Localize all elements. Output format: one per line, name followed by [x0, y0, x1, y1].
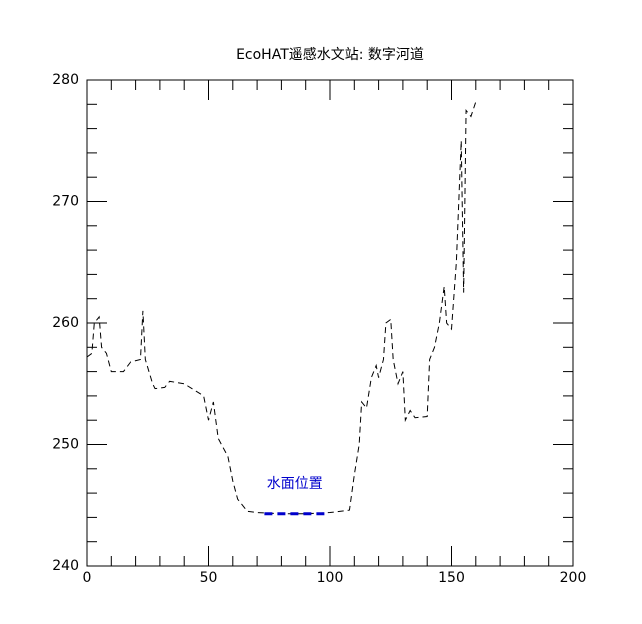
y-tick-label: 280 — [52, 72, 79, 88]
x-tick-label: 200 — [560, 570, 587, 586]
y-tick-label: 250 — [52, 437, 79, 453]
chart-title: EcoHAT遥感水文站: 数字河道 — [236, 46, 424, 63]
y-tick-label: 270 — [52, 194, 79, 210]
x-tick-label: 0 — [83, 570, 92, 586]
y-tick-label: 260 — [52, 315, 79, 331]
x-tick-label: 50 — [200, 570, 218, 586]
x-tick-label: 150 — [438, 570, 465, 586]
y-tick-label: 240 — [52, 558, 79, 574]
x-tick-label: 100 — [317, 570, 344, 586]
series-line — [86, 101, 477, 515]
annotation: 水面位置 — [267, 476, 323, 492]
